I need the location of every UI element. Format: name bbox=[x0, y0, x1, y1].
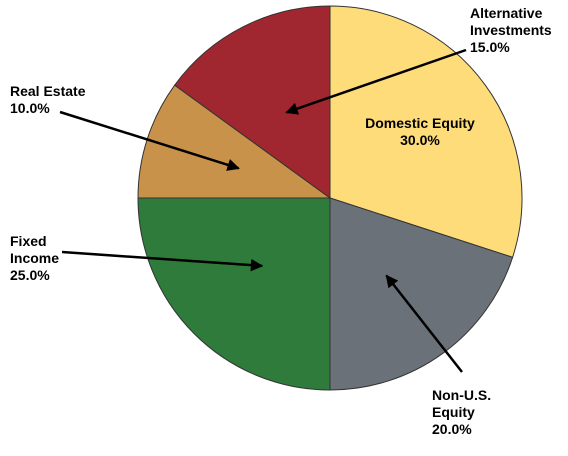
label-line: Domestic Equity bbox=[365, 115, 475, 131]
label-line: Income bbox=[10, 250, 59, 266]
arrow bbox=[59, 110, 240, 171]
label-line: Non-U.S. bbox=[432, 387, 491, 403]
label-line: Fixed bbox=[10, 233, 47, 249]
label-line: Alternative bbox=[470, 5, 543, 21]
arrow bbox=[385, 274, 463, 373]
label-line: Equity bbox=[432, 404, 475, 420]
arrow bbox=[285, 48, 467, 115]
label-line: Investments bbox=[470, 22, 552, 38]
pie-slice bbox=[137, 197, 331, 391]
pie-slice bbox=[329, 197, 514, 391]
value-label: 30.0% bbox=[400, 132, 440, 148]
pie-slice bbox=[329, 5, 523, 258]
slice-label: Non-U.S. Equity bbox=[432, 387, 491, 420]
label-line: Real Estate bbox=[10, 83, 86, 99]
value-label: 15.0% bbox=[470, 39, 510, 55]
value-label: 25.0% bbox=[10, 267, 50, 283]
slice-label: Real Estate bbox=[10, 83, 86, 99]
slice-label: Fixed Income bbox=[10, 233, 59, 266]
value-label: 20.0% bbox=[432, 421, 472, 437]
pie-slice bbox=[173, 5, 331, 199]
value-label: 10.0% bbox=[10, 100, 50, 116]
arrow bbox=[61, 250, 264, 272]
slice-label: Alternative Investments bbox=[470, 5, 552, 38]
slice-label: Domestic Equity bbox=[365, 115, 475, 131]
